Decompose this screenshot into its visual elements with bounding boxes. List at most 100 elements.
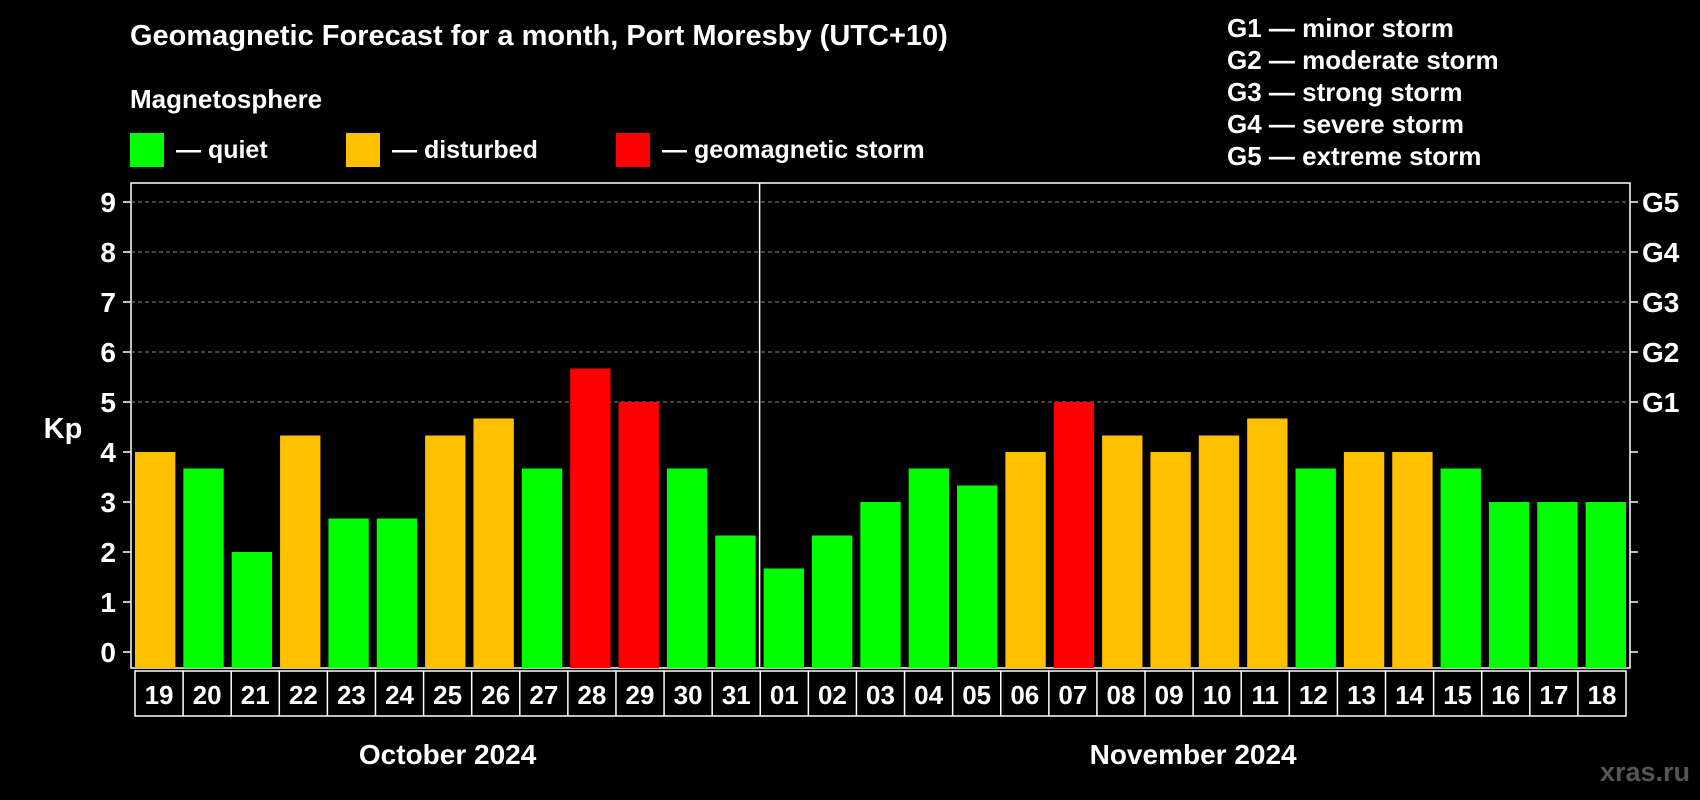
bar-16	[1488, 502, 1530, 668]
bar-22	[280, 435, 321, 668]
day-label-22: 22	[289, 680, 318, 710]
bar-19	[135, 452, 176, 668]
day-label-16: 16	[1491, 680, 1520, 710]
day-label-04: 04	[914, 680, 943, 710]
bar-23	[328, 518, 369, 668]
bar-15	[1440, 468, 1481, 668]
y-tick-label-8: 8	[100, 237, 116, 268]
day-label-17: 17	[1539, 680, 1568, 710]
bar-11	[1247, 418, 1288, 668]
bar-20	[183, 468, 224, 668]
day-label-30: 30	[674, 680, 703, 710]
bar-14	[1392, 452, 1433, 668]
day-label-24: 24	[385, 680, 414, 710]
y-tick-label-5: 5	[100, 387, 116, 418]
bar-10	[1198, 435, 1240, 668]
bar-25	[425, 435, 466, 668]
bar-07	[1053, 402, 1095, 668]
legend-label-quiet: — quiet	[176, 135, 268, 164]
bar-04	[908, 468, 950, 668]
day-label-21: 21	[241, 680, 270, 710]
day-label-13: 13	[1347, 680, 1376, 710]
legend-label-disturbed: — disturbed	[392, 135, 538, 164]
bar-01	[763, 568, 804, 668]
bar-09	[1150, 452, 1191, 668]
g4-legend-text: G4 — severe storm	[1227, 109, 1465, 139]
g5-legend-text: G5 — extreme storm	[1227, 141, 1482, 171]
y-tick-label-4: 4	[100, 437, 116, 468]
bar-18	[1585, 502, 1626, 668]
bar-03	[860, 502, 901, 668]
bar-27	[521, 468, 563, 668]
g-tick-label-g1: G1	[1642, 387, 1679, 418]
day-label-27: 27	[529, 680, 558, 710]
day-label-26: 26	[481, 680, 510, 710]
day-label-19: 19	[145, 680, 174, 710]
storm-swatch	[616, 133, 650, 167]
day-label-05: 05	[962, 680, 991, 710]
bar-31	[715, 535, 756, 668]
g-tick-label-g4: G4	[1642, 237, 1680, 268]
bar-08	[1102, 435, 1143, 668]
y-tick-label-2: 2	[100, 537, 116, 568]
day-label-03: 03	[866, 680, 895, 710]
day-label-06: 06	[1010, 680, 1039, 710]
day-label-07: 07	[1058, 680, 1087, 710]
day-label-15: 15	[1443, 680, 1472, 710]
bar-17	[1537, 502, 1578, 668]
g3-legend-text: G3 — strong storm	[1227, 77, 1463, 107]
y-tick-label-3: 3	[100, 487, 116, 518]
g-tick-label-g5: G5	[1642, 187, 1679, 218]
legend-item-storm: — geomagnetic storm	[616, 133, 925, 167]
day-label-20: 20	[193, 680, 222, 710]
bar-26	[473, 418, 514, 668]
month-label-october: October 2024	[359, 739, 537, 770]
day-label-02: 02	[818, 680, 847, 710]
day-label-12: 12	[1299, 680, 1328, 710]
day-strip-frame	[134, 670, 1627, 717]
day-label-09: 09	[1155, 680, 1184, 710]
y-tick-label-0: 0	[100, 637, 116, 668]
day-label-29: 29	[626, 680, 655, 710]
bar-12	[1295, 468, 1336, 668]
bar-29	[618, 402, 659, 668]
day-label-14: 14	[1395, 680, 1424, 710]
y-tick-label-9: 9	[100, 187, 116, 218]
month-label-november: November 2024	[1090, 739, 1297, 770]
g1-legend-text: G1 — minor storm	[1227, 13, 1454, 43]
bar-21	[231, 552, 273, 668]
day-label-01: 01	[770, 680, 799, 710]
y-tick-label-1: 1	[100, 587, 116, 618]
legend-label-storm: — geomagnetic storm	[662, 135, 925, 164]
y-tick-label-7: 7	[100, 287, 116, 318]
day-label-28: 28	[577, 680, 606, 710]
watermark: xras.ru	[1599, 757, 1690, 787]
legend-item-quiet: — quiet	[130, 133, 268, 167]
g-tick-label-g3: G3	[1642, 287, 1679, 318]
bar-02	[811, 535, 853, 668]
bar-28	[570, 368, 611, 668]
day-label-25: 25	[433, 680, 462, 710]
chart-title: Geomagnetic Forecast for a month, Port M…	[130, 20, 948, 52]
quiet-swatch	[130, 133, 164, 167]
day-label-10: 10	[1203, 680, 1232, 710]
g2-legend-text: G2 — moderate storm	[1227, 45, 1499, 75]
bar-30	[666, 468, 708, 668]
bar-06	[1005, 452, 1046, 668]
disturbed-swatch	[346, 133, 380, 167]
day-label-31: 31	[722, 680, 751, 710]
g-scale-legend: G1 — minor storm G2 — moderate storm G3 …	[1227, 12, 1499, 172]
bar-05	[957, 485, 998, 668]
g-tick-label-g2: G2	[1642, 337, 1679, 368]
day-label-11: 11	[1252, 680, 1280, 710]
day-label-23: 23	[337, 680, 366, 710]
bar-24	[376, 518, 418, 668]
y-axis-label: Kp	[44, 413, 83, 445]
magnetosphere-legend-title: Magnetosphere	[130, 84, 323, 114]
day-label-08: 08	[1107, 680, 1136, 710]
day-label-18: 18	[1587, 680, 1616, 710]
legend-item-disturbed: — disturbed	[346, 133, 538, 167]
y-tick-label-6: 6	[100, 337, 116, 368]
bar-13	[1343, 452, 1385, 668]
